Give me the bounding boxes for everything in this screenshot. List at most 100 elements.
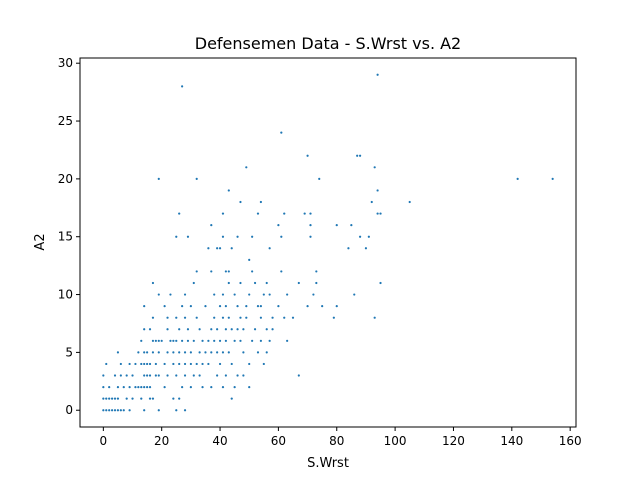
data-point (123, 409, 125, 411)
data-point (149, 363, 151, 365)
data-point (108, 398, 110, 400)
data-point (155, 340, 157, 342)
data-point (187, 340, 189, 342)
data-point (111, 409, 113, 411)
data-point (161, 340, 163, 342)
data-point (286, 293, 288, 295)
data-point (222, 386, 224, 388)
data-point (187, 236, 189, 238)
data-point (254, 282, 256, 284)
data-point (146, 374, 148, 376)
data-point (210, 270, 212, 272)
data-point (374, 166, 376, 168)
data-point (239, 340, 241, 342)
data-point (269, 247, 271, 249)
data-point (377, 74, 379, 76)
data-point (196, 270, 198, 272)
data-point (123, 386, 125, 388)
data-point (222, 236, 224, 238)
data-point (105, 409, 107, 411)
data-point (236, 374, 238, 376)
data-point (365, 247, 367, 249)
data-point (269, 293, 271, 295)
data-point (111, 398, 113, 400)
data-point (248, 293, 250, 295)
data-point (210, 351, 212, 353)
data-point (228, 270, 230, 272)
data-point (552, 178, 554, 180)
data-point (172, 351, 174, 353)
x-tick-label: 160 (559, 434, 582, 448)
data-point (199, 328, 201, 330)
data-point (181, 386, 183, 388)
data-point (190, 305, 192, 307)
data-point (184, 363, 186, 365)
data-point (222, 351, 224, 353)
data-point (129, 386, 131, 388)
data-point (254, 328, 256, 330)
data-point (231, 328, 233, 330)
data-point (190, 363, 192, 365)
data-point (350, 224, 352, 226)
data-point (321, 305, 323, 307)
data-point (102, 409, 104, 411)
data-point (175, 340, 177, 342)
data-point (131, 398, 133, 400)
data-point (204, 351, 206, 353)
data-point (219, 340, 221, 342)
data-point (190, 351, 192, 353)
data-point (306, 305, 308, 307)
data-point (269, 340, 271, 342)
data-point (228, 317, 230, 319)
y-tick-label: 5 (65, 345, 73, 359)
data-point (260, 317, 262, 319)
data-point (143, 351, 145, 353)
data-point (242, 328, 244, 330)
data-point (266, 282, 268, 284)
data-point (225, 340, 227, 342)
data-point (277, 224, 279, 226)
data-point (120, 363, 122, 365)
data-point (260, 305, 262, 307)
data-point (239, 282, 241, 284)
data-point (126, 398, 128, 400)
data-point (175, 374, 177, 376)
data-point (309, 236, 311, 238)
data-point (374, 317, 376, 319)
data-point (377, 189, 379, 191)
x-axis-label: S.Wrst (307, 456, 349, 471)
data-point (166, 328, 168, 330)
data-point (298, 282, 300, 284)
data-point (234, 386, 236, 388)
data-point (149, 328, 151, 330)
data-point (134, 363, 136, 365)
data-point (239, 201, 241, 203)
data-point (143, 374, 145, 376)
data-point (146, 363, 148, 365)
data-point (245, 317, 247, 319)
data-point (158, 293, 160, 295)
data-point (193, 340, 195, 342)
data-point (377, 212, 379, 214)
data-point (199, 351, 201, 353)
data-point (164, 386, 166, 388)
data-point (245, 166, 247, 168)
data-point (164, 363, 166, 365)
data-point (266, 328, 268, 330)
data-point (280, 132, 282, 134)
data-point (184, 374, 186, 376)
data-point (353, 293, 355, 295)
data-point (178, 212, 180, 214)
data-point (158, 351, 160, 353)
x-tick-label: 40 (212, 434, 227, 448)
data-point (201, 386, 203, 388)
data-point (129, 409, 131, 411)
data-point (248, 386, 250, 388)
data-point (175, 317, 177, 319)
x-tick-label: 80 (329, 434, 344, 448)
data-point (210, 224, 212, 226)
data-point (143, 409, 145, 411)
data-point (306, 155, 308, 157)
data-point (137, 386, 139, 388)
data-point (149, 398, 151, 400)
